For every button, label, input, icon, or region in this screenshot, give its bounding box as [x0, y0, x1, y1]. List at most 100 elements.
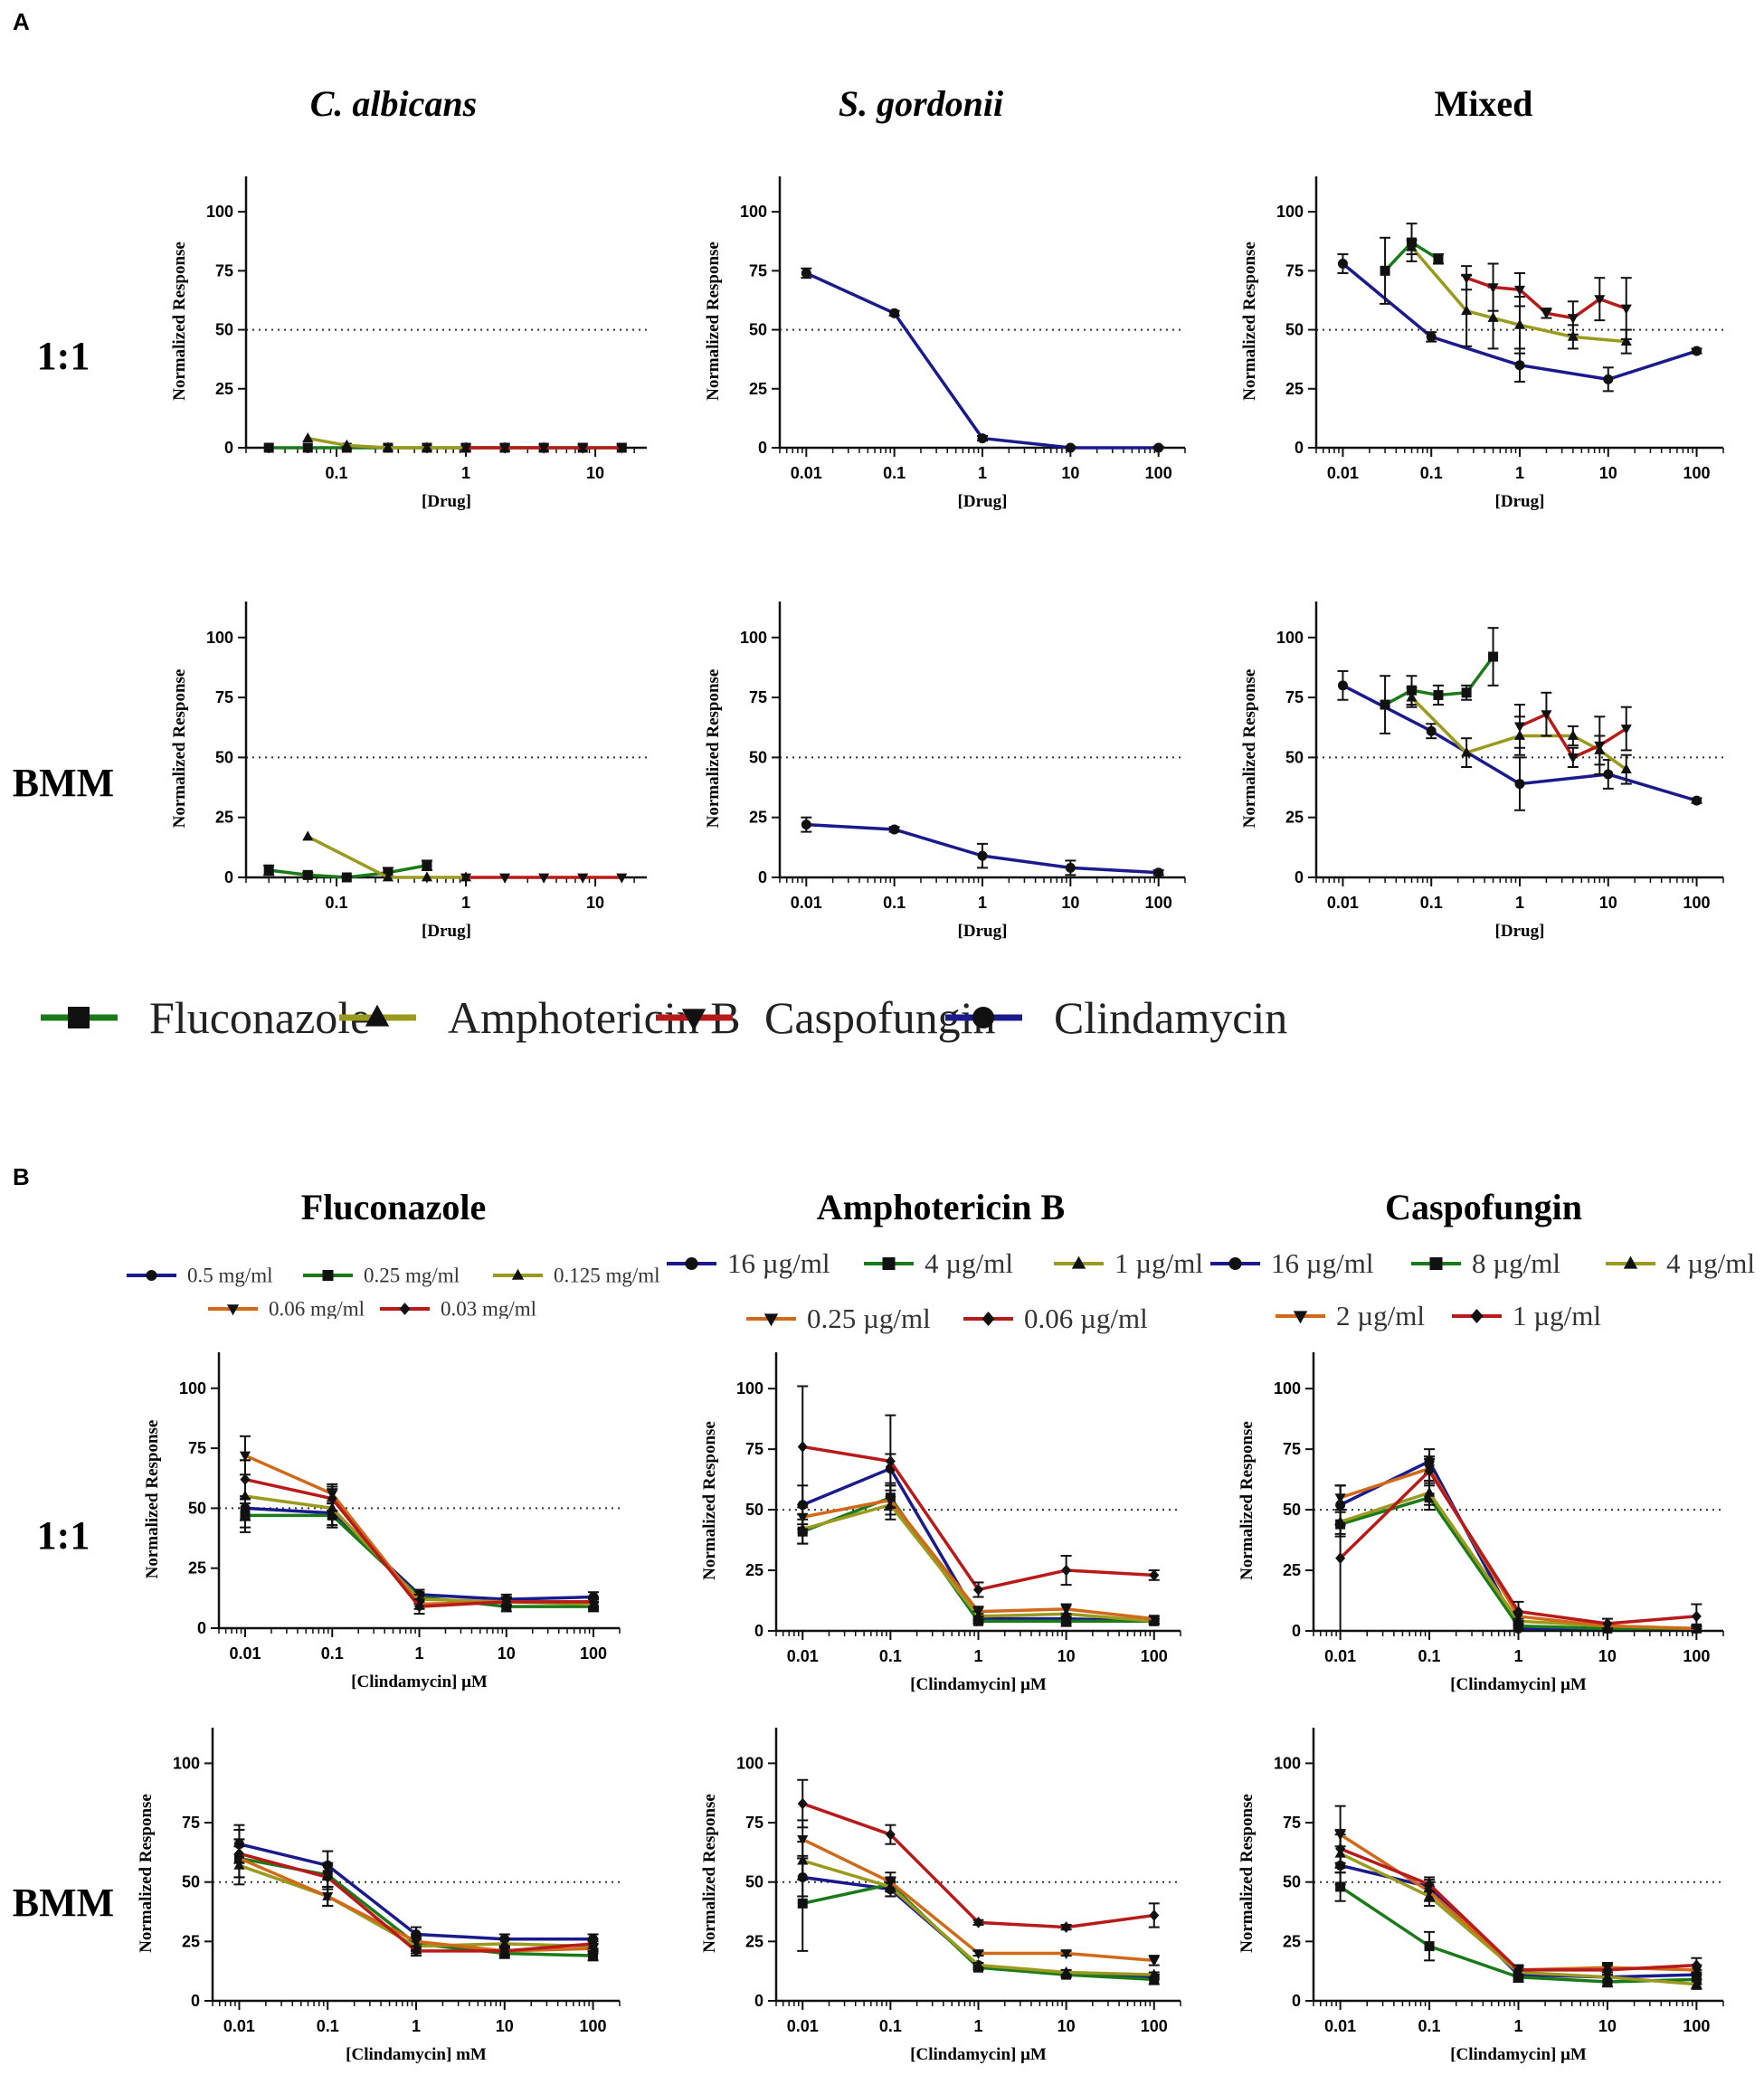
data-point: [538, 443, 550, 454]
data-point: [1061, 1921, 1072, 1933]
data-point: [1541, 710, 1552, 721]
series-caspofungin: [1461, 262, 1632, 340]
data-point: [889, 824, 900, 835]
data-point: [302, 431, 314, 442]
y-tick-label: 75: [1283, 1440, 1301, 1458]
series-0-06-g-ml: [797, 1778, 1160, 1933]
legend-marker-triangle-down: [681, 1009, 707, 1031]
x-tick-label: 10: [496, 2017, 514, 2035]
series-fluconazole: [263, 859, 432, 883]
data-point: [411, 1945, 422, 1957]
y-tick-label: 0: [197, 1619, 206, 1637]
y-tick-label: 25: [188, 1559, 206, 1578]
series-clindamycin: [801, 267, 1164, 453]
data-point: [1153, 867, 1164, 878]
data-point: [240, 1473, 251, 1485]
series-0-03-mg-ml: [239, 1459, 600, 1615]
data-point: [1335, 1843, 1346, 1855]
x-tick-label: 0.1: [321, 1644, 344, 1663]
series-1-g-ml: [1334, 1457, 1702, 1632]
legend-marker-triangle-down: [226, 1304, 240, 1316]
legend-label: 4 µg/ml: [1666, 1247, 1755, 1279]
data-point: [977, 850, 988, 861]
data-point: [1060, 1949, 1072, 1960]
data-point: [1567, 330, 1579, 341]
data-point: [1406, 241, 1418, 251]
y-tick-label: 100: [1274, 1379, 1301, 1398]
legend-label: Fluconazole: [149, 992, 370, 1043]
data-point: [1692, 795, 1702, 806]
data-point: [1426, 331, 1437, 342]
x-tick-label: 1: [978, 894, 987, 912]
y-tick-label: 50: [1283, 1873, 1301, 1891]
series-0-5-mg-ml: [239, 1495, 600, 1606]
data-point: [233, 1847, 244, 1860]
series-line: [1339, 1469, 1697, 1625]
y-tick-label: 25: [1285, 809, 1304, 827]
series-0-25-g-ml: [797, 1484, 1160, 1625]
x-tick-label: 0.1: [883, 894, 906, 912]
data-point: [616, 873, 628, 884]
series-line: [244, 1477, 594, 1608]
data-point: [460, 873, 472, 884]
y-tick-label: 0: [191, 1992, 200, 2010]
legend-group-2: 16 µg/ml 4 µg/ml 1 µg/ml 0.25 µg/ml 0.06 µg/…: [667, 1247, 1203, 1334]
data-point: [414, 1600, 424, 1613]
y-axis-label: Normalized Response: [1238, 1794, 1257, 1953]
data-point: [1691, 1978, 1702, 1989]
data-point: [302, 830, 314, 841]
data-point: [1149, 1974, 1160, 1985]
x-tick-label: 0.01: [229, 1644, 261, 1663]
legend-item-1-g-ml: 1 µg/ml: [1452, 1300, 1601, 1331]
column-title-caspofungin: Caspofungin: [1385, 1187, 1582, 1227]
legend-label: 0.25 µg/ml: [807, 1303, 931, 1334]
x-tick-label: 100: [1145, 894, 1172, 912]
x-tick-label: 0.1: [1418, 1647, 1441, 1665]
series-0-5-mg-ml: [233, 1824, 599, 1945]
data-point: [577, 443, 589, 454]
data-point: [1148, 1968, 1160, 1979]
x-tick-label: 0.1: [883, 464, 906, 482]
data-point: [1691, 1959, 1702, 1971]
x-tick-label: 100: [1141, 1647, 1168, 1665]
data-point: [322, 1871, 333, 1883]
y-tick-label: 100: [1274, 1754, 1301, 1772]
y-tick-label: 75: [745, 1440, 763, 1458]
data-point: [885, 1828, 896, 1841]
x-tick-label: 1: [461, 894, 470, 912]
x-tick-label: 100: [1683, 1647, 1710, 1665]
data-point: [889, 308, 900, 318]
legend-item-0-5-mg-ml: 0.5 mg/ml: [127, 1265, 273, 1287]
chart-a-mix-11: 0 25 50 75 100 0.01 0.1 1 10 100 [Drug] Normalized …: [1240, 176, 1724, 511]
data-point: [1620, 304, 1632, 315]
data-point: [1594, 295, 1606, 306]
chart-a-calb-bmm: 0 25 50 75 100 0.1 1 10 [Drug] Normalized Respons…: [170, 602, 647, 941]
data-point: [1513, 722, 1526, 733]
x-tick-label: 0.01: [1324, 2017, 1356, 2035]
series-1-g-ml: [1334, 1828, 1702, 1976]
legend-marker-square: [322, 1270, 334, 1281]
data-point: [1594, 741, 1606, 752]
series-line: [801, 1498, 1154, 1621]
y-tick-label: 50: [749, 321, 767, 339]
row-label-b-bmm: BMM: [13, 1881, 114, 1925]
legend-label: 0.03 mg/ml: [441, 1298, 536, 1321]
x-axis-label: [Clindamycin] μM: [1450, 2045, 1587, 2064]
data-point: [501, 1596, 512, 1608]
legend-marker-diamond: [1470, 1308, 1484, 1324]
legend-marker-square: [1429, 1257, 1443, 1270]
y-axis-label: Normalized Response: [704, 242, 723, 401]
chart-b-amb-11: 0 25 50 75 100 0.01 0.1 1 10 100 [Clindamycin] μM N…: [700, 1352, 1181, 1694]
y-axis-label: Normalized Response: [700, 1421, 719, 1580]
y-tick-label: 0: [754, 1622, 763, 1640]
legend-a: Fluconazole Amphotericin B Caspofungin Clin…: [41, 992, 1287, 1043]
x-tick-label: 1: [978, 464, 987, 482]
x-tick-label: 0.1: [1418, 2017, 1441, 2035]
data-point: [973, 1584, 983, 1596]
y-tick-label: 100: [1276, 203, 1304, 221]
y-tick-label: 25: [215, 380, 233, 398]
data-point: [1513, 1606, 1523, 1617]
legend-item-0-06-mg-ml: 0.06 mg/ml: [208, 1298, 365, 1319]
legend-label: 16 µg/ml: [1271, 1247, 1373, 1279]
data-point: [1461, 305, 1473, 316]
